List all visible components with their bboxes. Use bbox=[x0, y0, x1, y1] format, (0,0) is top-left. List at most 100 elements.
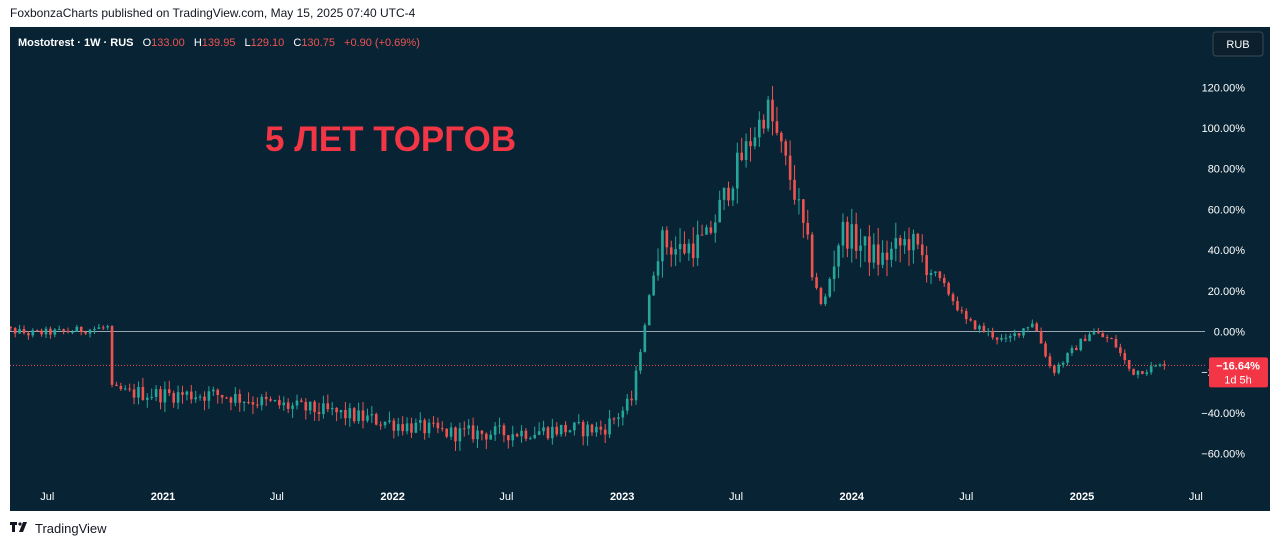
x-tick-label: 2024 bbox=[840, 491, 865, 503]
legend-close-label: C bbox=[293, 37, 301, 49]
x-tick-label: 2021 bbox=[151, 491, 175, 503]
legend-low-value: 129.10 bbox=[251, 37, 285, 49]
candle bbox=[35, 329, 39, 332]
candle bbox=[947, 281, 950, 297]
candle bbox=[344, 401, 347, 426]
candle bbox=[291, 402, 294, 418]
candle bbox=[414, 418, 418, 434]
tradingview-logo-icon[interactable] bbox=[10, 521, 30, 536]
candle bbox=[471, 417, 475, 443]
candle bbox=[713, 214, 717, 243]
candle bbox=[956, 296, 959, 312]
candle bbox=[1004, 333, 1008, 343]
candle bbox=[436, 417, 440, 434]
candle bbox=[49, 326, 52, 339]
chart-panel[interactable]: 120.00% 100.00% 80.00% 60.00% 40.00% 20.00% 0.… bbox=[10, 27, 1270, 511]
candle bbox=[1053, 364, 1056, 376]
candle bbox=[401, 416, 404, 436]
candle bbox=[586, 421, 589, 446]
candle bbox=[1044, 341, 1047, 358]
candle bbox=[564, 421, 567, 437]
candle bbox=[225, 396, 228, 399]
candle bbox=[264, 391, 268, 406]
candle bbox=[62, 328, 65, 335]
candle bbox=[1097, 327, 1100, 334]
candle bbox=[181, 385, 184, 404]
candle bbox=[515, 432, 519, 438]
candle bbox=[458, 422, 462, 451]
candle bbox=[260, 394, 264, 411]
candle bbox=[137, 381, 140, 405]
candle bbox=[220, 394, 224, 404]
candle bbox=[819, 286, 823, 306]
candle bbox=[141, 377, 145, 401]
candle bbox=[370, 406, 374, 423]
candle bbox=[850, 208, 854, 263]
candle bbox=[154, 385, 158, 402]
candle bbox=[507, 434, 510, 449]
candle bbox=[493, 422, 497, 441]
candle bbox=[44, 326, 48, 338]
candle bbox=[986, 327, 990, 337]
candle bbox=[542, 420, 545, 436]
candle bbox=[410, 417, 413, 439]
candle bbox=[912, 229, 915, 264]
footer-brand[interactable]: TradingView bbox=[35, 520, 107, 536]
candle bbox=[634, 365, 638, 405]
currency-label: RUB bbox=[1226, 39, 1249, 51]
candle bbox=[559, 424, 563, 437]
candle bbox=[806, 209, 810, 240]
candle bbox=[573, 421, 576, 436]
candle bbox=[1154, 364, 1157, 367]
candle bbox=[520, 425, 523, 443]
candle bbox=[735, 142, 739, 204]
candle bbox=[621, 406, 625, 426]
candle bbox=[727, 181, 730, 207]
candle bbox=[595, 421, 598, 437]
candle bbox=[216, 388, 220, 404]
candle bbox=[476, 425, 479, 449]
candle bbox=[1149, 361, 1153, 375]
y-tick-label: 20.00% bbox=[1208, 286, 1246, 298]
candle bbox=[335, 407, 338, 422]
current-price-badge: −16.64% 1d 5h bbox=[1209, 357, 1268, 388]
candle bbox=[766, 95, 770, 132]
candle bbox=[529, 436, 532, 440]
candle bbox=[427, 418, 431, 438]
currency-button[interactable]: RUB bbox=[1212, 31, 1264, 57]
candle bbox=[379, 421, 382, 430]
x-tick-label: Jul bbox=[1189, 491, 1203, 503]
candle bbox=[27, 331, 30, 340]
candle bbox=[418, 412, 422, 431]
candle bbox=[498, 417, 501, 434]
candle bbox=[691, 227, 695, 267]
candle bbox=[1145, 369, 1149, 377]
candle bbox=[207, 386, 211, 409]
candle bbox=[920, 234, 924, 263]
x-tick-label: Jul bbox=[40, 491, 54, 503]
candle bbox=[898, 235, 902, 263]
candle bbox=[84, 330, 87, 336]
candle bbox=[190, 385, 193, 404]
candle bbox=[568, 429, 572, 433]
candle bbox=[894, 222, 898, 262]
candle bbox=[57, 325, 61, 331]
candle bbox=[951, 292, 955, 306]
candle bbox=[53, 328, 57, 338]
candle bbox=[251, 396, 255, 415]
candlestick-chart[interactable]: 120.00% 100.00% 80.00% 60.00% 40.00% 20.00% 0.… bbox=[10, 27, 1270, 511]
candle bbox=[13, 327, 17, 338]
candle bbox=[150, 388, 153, 400]
candle bbox=[687, 239, 691, 261]
candle bbox=[885, 240, 889, 277]
candle bbox=[238, 389, 242, 412]
candle bbox=[590, 423, 594, 436]
candle bbox=[511, 425, 515, 447]
candle bbox=[40, 328, 43, 337]
candle bbox=[771, 86, 774, 136]
candle bbox=[489, 430, 493, 440]
chart-annotation: 5 ЛЕТ ТОРГОВ bbox=[265, 120, 516, 159]
candle bbox=[978, 324, 981, 333]
candle bbox=[467, 419, 471, 436]
candle bbox=[167, 380, 171, 397]
